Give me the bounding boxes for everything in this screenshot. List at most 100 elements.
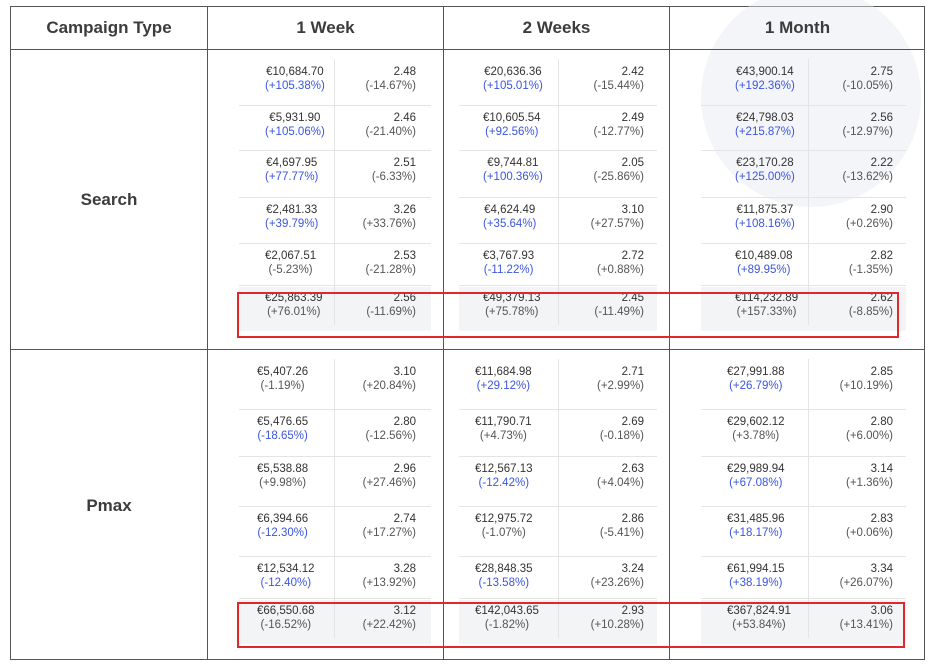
ratio-cell: 3.34 (+26.07%)	[840, 562, 893, 590]
ratio-cell: 3.26 (+33.76%)	[363, 203, 416, 231]
cost-change: (+105.38%)	[265, 80, 325, 92]
cost-cell: €12,567.13 (-12.42%)	[475, 462, 533, 490]
cost-cell: €10,684.70 (+105.38%)	[265, 65, 325, 93]
cost-value: €5,538.88	[257, 463, 309, 475]
highlight-pmax-totals	[237, 602, 905, 648]
ratio-value: 2.71	[621, 366, 644, 378]
cost-change: (+89.95%)	[737, 264, 791, 276]
ratio-value: 3.14	[870, 463, 893, 475]
ratio-value: 2.82	[870, 250, 893, 262]
cost-change: (+92.56%)	[485, 126, 539, 138]
ratio-cell: 2.90 (+0.26%)	[846, 203, 893, 231]
ratio-cell: 2.53 (-21.28%)	[366, 249, 417, 277]
header-divider	[11, 49, 924, 50]
ratio-cell: 2.22 (-13.62%)	[843, 156, 894, 184]
cost-change: (-1.82%)	[484, 619, 530, 631]
ratio-value: 2.85	[870, 366, 893, 378]
cost-cell: €10,489.08 (+89.95%)	[735, 249, 793, 277]
highlight-search-totals	[237, 292, 899, 338]
ratio-value: 2.93	[621, 605, 644, 617]
ratio-value: 2.45	[621, 292, 644, 304]
cost-value: €10,489.08	[735, 250, 793, 262]
cost-value: €6,394.66	[257, 513, 309, 525]
ratio-cell: 2.69 (-0.18%)	[600, 415, 644, 443]
cost-change: (+35.64%)	[483, 218, 537, 230]
ratio-cell: 2.56 (-12.97%)	[843, 111, 894, 139]
ratio-change: (-25.86%)	[593, 171, 645, 183]
ratio-cell: 2.80 (+6.00%)	[846, 415, 893, 443]
ratio-cell: 2.86 (-5.41%)	[600, 512, 644, 540]
ratio-change: (+27.46%)	[362, 477, 416, 489]
ratio-change: (-12.97%)	[842, 126, 894, 138]
panel-row-separator	[459, 105, 657, 106]
panel-row-separator	[239, 150, 431, 151]
cost-cell: €9,744.81 (+100.36%)	[483, 156, 543, 184]
ratio-cell: 3.10 (+20.84%)	[363, 365, 416, 393]
cost-value: €28,848.35	[475, 563, 533, 575]
cost-change: (+67.08%)	[729, 477, 783, 489]
cost-change: (+125.00%)	[735, 171, 795, 183]
ratio-value: 3.24	[621, 563, 644, 575]
cost-value: €12,975.72	[475, 513, 533, 525]
background-watermark	[701, 0, 921, 207]
panel-row-separator	[239, 506, 431, 507]
header-1-week: 1 Week	[296, 18, 355, 37]
ratio-change: (+0.88%)	[597, 264, 644, 276]
cost-change: (+105.01%)	[483, 80, 543, 92]
cost-value: €5,931.90	[269, 112, 321, 124]
cost-cell: €2,481.33 (+39.79%)	[265, 203, 318, 231]
cost-value: €3,767.93	[483, 250, 535, 262]
ratio-value: 2.05	[621, 157, 644, 169]
cost-change: (+53.84%)	[732, 619, 786, 631]
ratio-change: (+17.27%)	[362, 527, 416, 539]
cost-value: €9,744.81	[487, 157, 539, 169]
ratio-cell: 2.85 (+10.19%)	[840, 365, 893, 393]
ratio-value: 3.26	[393, 204, 416, 216]
header-1-month: 1 Month	[764, 18, 831, 37]
cost-change: (+215.87%)	[735, 126, 795, 138]
total-row-bg	[701, 600, 906, 644]
ratio-value: 2.96	[393, 463, 416, 475]
cost-value: €5,476.65	[257, 416, 309, 428]
ratio-change: (-10.05%)	[842, 80, 894, 92]
cost-value: €4,697.95	[266, 157, 318, 169]
cost-change: (-5.23%)	[268, 264, 313, 276]
ratio-change: (+26.07%)	[839, 577, 893, 589]
total-ratio-cell: 2.45 (-11.49%)	[594, 291, 644, 319]
cost-value: €4,624.49	[484, 204, 536, 216]
ratio-value: 3.10	[621, 204, 644, 216]
cost-cell: €23,170.28 (+125.00%)	[735, 156, 795, 184]
cost-change: (+100.36%)	[483, 171, 543, 183]
ratio-value: 2.72	[621, 250, 644, 262]
total-ratio-cell: 2.56 (-11.69%)	[366, 291, 416, 319]
panel-row-separator	[701, 506, 906, 507]
cost-cell: €10,605.54 (+92.56%)	[483, 111, 541, 139]
cost-change: (+26.79%)	[729, 380, 783, 392]
ratio-change: (+20.84%)	[362, 380, 416, 392]
cost-change: (+192.36%)	[735, 80, 795, 92]
ratio-value: 2.22	[870, 157, 893, 169]
comparison-table: Campaign Type 1 Week 2 Weeks 1 Month Sea…	[10, 0, 925, 660]
ratio-value: 2.80	[393, 416, 416, 428]
panel-column-separator	[808, 359, 809, 638]
ratio-change: (+4.04%)	[597, 477, 644, 489]
ratio-change: (-15.44%)	[593, 80, 645, 92]
cost-change: (+9.98%)	[259, 477, 307, 489]
cost-value: €114,232.89	[735, 292, 799, 304]
panel-column-separator	[558, 59, 559, 325]
panel-row-separator	[459, 243, 657, 244]
cost-change: (+75.78%)	[485, 306, 539, 318]
cost-value: €367,824.91	[727, 605, 791, 617]
cost-value: €31,485.96	[727, 513, 785, 525]
cost-change: (-12.30%)	[257, 527, 308, 539]
ratio-value: 2.69	[621, 416, 644, 428]
cost-change: (+4.73%)	[479, 430, 527, 442]
total-row-bg	[239, 600, 431, 644]
cost-value: €5,407.26	[257, 366, 309, 378]
panel-row-separator	[701, 197, 906, 198]
cost-value: €29,989.94	[727, 463, 785, 475]
ratio-change: (-11.69%)	[366, 306, 416, 318]
panel-row-separator	[239, 285, 431, 286]
total-cost-cell: €25,863.39 (+76.01%)	[265, 291, 323, 319]
col-divider-3	[669, 7, 670, 659]
